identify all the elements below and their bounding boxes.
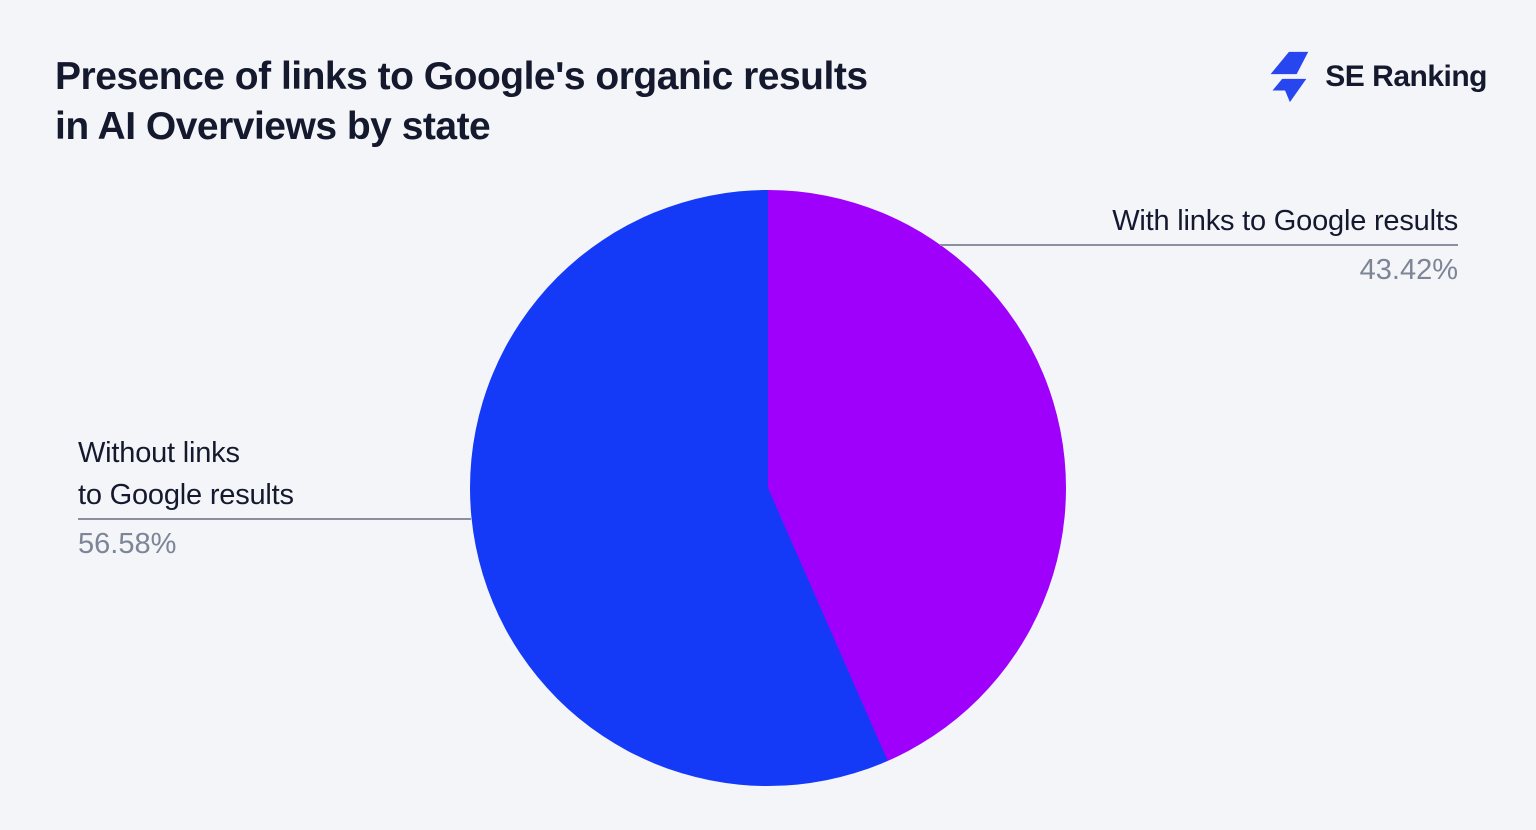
slice-value-with-links: 43.42% xyxy=(1359,254,1458,286)
logo-text: SE Ranking xyxy=(1325,60,1487,93)
slice-label-without-links: Without links to Google results xyxy=(78,432,471,516)
page-title-line-1: Presence of links to Google's organic re… xyxy=(55,55,868,98)
page-title: Presence of links to Google's organic re… xyxy=(55,52,868,152)
leader-line-left xyxy=(78,518,471,520)
slice-value-without-links: 56.58% xyxy=(78,528,177,560)
se-ranking-logo: SE Ranking xyxy=(1262,50,1487,104)
pie-chart xyxy=(470,190,1066,786)
callout-with-links: With links to Google results 43.42% xyxy=(940,200,1458,287)
leader-line-right xyxy=(940,244,1458,246)
slice-label-without-links-line-1: Without links xyxy=(78,437,240,469)
page-title-line-2: in AI Overviews by state xyxy=(55,105,491,148)
callout-without-links: Without links to Google results 56.58% xyxy=(78,432,471,561)
slice-label-with-links: With links to Google results xyxy=(1112,205,1458,237)
lightning-bolt-icon xyxy=(1270,51,1309,103)
slice-label-without-links-line-2: to Google results xyxy=(78,479,294,511)
